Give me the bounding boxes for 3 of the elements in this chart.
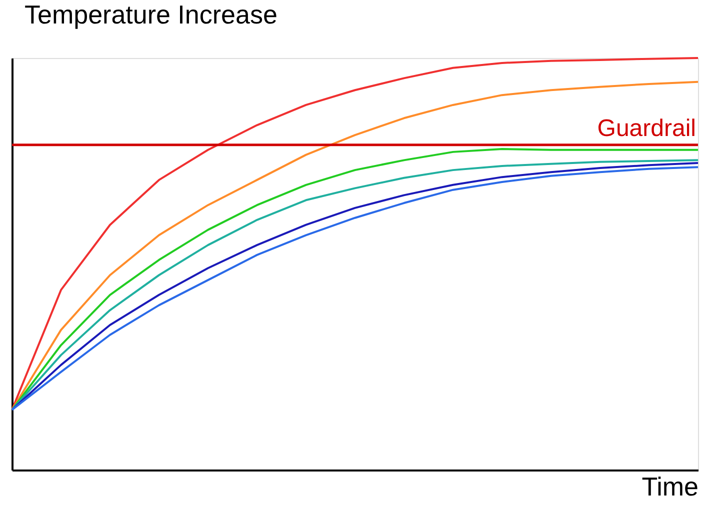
x-axis-title: Time xyxy=(642,472,698,502)
ref-line-label: Guardrail xyxy=(597,114,696,142)
y-axis-title: Temperature Increase xyxy=(24,0,278,30)
